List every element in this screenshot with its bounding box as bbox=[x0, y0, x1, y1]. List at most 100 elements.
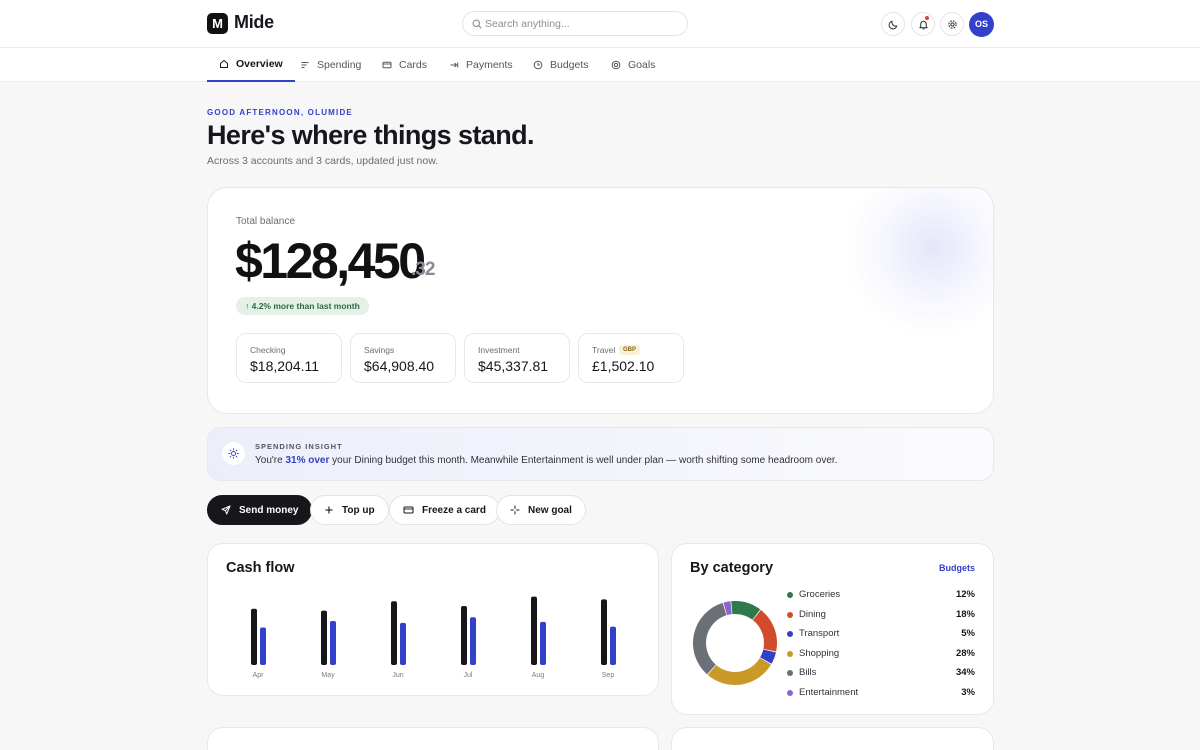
legend-percent: 18% bbox=[955, 608, 975, 620]
moon-icon bbox=[888, 20, 897, 29]
legend-label: Groceries bbox=[799, 589, 841, 600]
legend-label: Bills bbox=[799, 667, 817, 678]
bar-jul-series-2 bbox=[470, 617, 476, 665]
tab-goals[interactable]: Goals bbox=[599, 48, 667, 82]
bar-may-series-1 bbox=[321, 610, 327, 665]
total-balance-cents: .32 bbox=[411, 259, 435, 280]
account-tile-savings[interactable]: Savings $64,908.40 bbox=[350, 333, 456, 383]
search-input[interactable] bbox=[485, 15, 681, 33]
legend-item-dining[interactable]: Dining 18% bbox=[787, 607, 975, 627]
account-label: Savings bbox=[364, 345, 395, 355]
legend-item-shopping[interactable]: Shopping 28% bbox=[787, 646, 975, 666]
account-value: $45,337.81 bbox=[478, 358, 549, 374]
legend-label: Transport bbox=[799, 628, 840, 639]
plus-icon bbox=[325, 506, 333, 514]
tab-cards[interactable]: Cards bbox=[370, 48, 439, 82]
user-avatar[interactable]: OS bbox=[969, 12, 994, 37]
arrow-right-icon bbox=[450, 62, 459, 68]
bar-jul-series-1 bbox=[461, 605, 467, 665]
account-value: $64,908.40 bbox=[364, 358, 435, 374]
currency-badge: GBP bbox=[619, 345, 641, 355]
category-legend: Groceries 12% Dining 18% Transport 5% Shopping… bbox=[787, 587, 975, 704]
bar-aug-series-2 bbox=[540, 621, 546, 665]
legend-item-groceries[interactable]: Groceries 12% bbox=[787, 587, 975, 607]
x-tick-label: Jul bbox=[464, 672, 473, 679]
donut-slice-bills bbox=[693, 602, 727, 675]
tab-label: Goals bbox=[628, 59, 656, 71]
brand-name[interactable]: Mide bbox=[234, 12, 274, 32]
button-label: Send money bbox=[239, 504, 299, 516]
notification-dot bbox=[925, 16, 929, 20]
legend-swatch bbox=[787, 611, 793, 618]
donut-slice-dining bbox=[752, 609, 777, 652]
bar-aug-series-1 bbox=[531, 596, 537, 665]
list-icon bbox=[301, 62, 309, 68]
greeting-eyebrow: GOOD AFTERNOON, OLUMIDE bbox=[207, 108, 353, 117]
x-tick-label: May bbox=[321, 672, 335, 679]
sparkle-icon bbox=[510, 505, 520, 515]
category-panel: By category Budgets Groceries 12% Dining 18… bbox=[671, 543, 994, 715]
balance-change-badge: ↑ 4.2% more than last month bbox=[236, 297, 369, 315]
tab-label: Payments bbox=[466, 59, 513, 71]
button-label: New goal bbox=[528, 504, 572, 516]
tab-payments[interactable]: Payments bbox=[437, 48, 525, 82]
card-icon bbox=[403, 506, 414, 514]
account-value: $18,204.11 bbox=[250, 358, 320, 374]
button-label: Top up bbox=[342, 504, 375, 516]
insight-icon-wrap bbox=[222, 442, 245, 465]
tab-overview[interactable]: Overview bbox=[207, 48, 295, 82]
search-icon bbox=[472, 19, 482, 29]
main-nav-tabs: Overview Spending Cards Payments Budgets… bbox=[0, 48, 1200, 82]
insight-text-before: You're bbox=[255, 455, 286, 466]
x-tick-label: Sep bbox=[602, 672, 615, 679]
freeze-card-button[interactable]: Freeze a card bbox=[389, 495, 500, 525]
cash-flow-panel: Cash flow Apr May Jun Jul Aug Sep bbox=[207, 543, 659, 696]
tab-label: Cards bbox=[399, 59, 428, 71]
logo-mark[interactable]: M bbox=[207, 13, 228, 34]
account-label: Checking bbox=[250, 345, 286, 355]
legend-percent: 12% bbox=[955, 589, 975, 600]
budgets-link[interactable]: Budgets bbox=[939, 563, 975, 573]
notifications-button[interactable] bbox=[911, 12, 935, 36]
top-up-button[interactable]: Top up bbox=[310, 495, 389, 525]
cash-flow-chart: Apr May Jun Jul Aug Sep bbox=[251, 596, 616, 679]
account-tile-investment[interactable]: Investment $45,337.81 bbox=[464, 333, 570, 383]
legend-item-transport[interactable]: Transport 5% bbox=[787, 626, 975, 646]
bar-jun-series-1 bbox=[391, 601, 397, 665]
send-money-button[interactable]: Send money bbox=[207, 495, 313, 525]
donut-slice-entertainment bbox=[723, 601, 732, 616]
insight-highlight: 31% over bbox=[285, 455, 330, 466]
tab-label: Overview bbox=[236, 58, 283, 70]
legend-swatch bbox=[787, 689, 793, 696]
tab-spending[interactable]: Spending bbox=[288, 48, 373, 82]
bar-apr-series-1 bbox=[251, 608, 257, 665]
account-tile-travel[interactable]: Travel GBP £1,502.10 bbox=[578, 333, 684, 383]
legend-swatch bbox=[787, 670, 793, 676]
category-donut-chart bbox=[693, 601, 777, 685]
tab-budgets[interactable]: Budgets bbox=[521, 48, 601, 82]
legend-item-bills[interactable]: Bills 34% bbox=[787, 665, 975, 685]
account-label: Travel bbox=[592, 345, 616, 355]
legend-percent: 28% bbox=[955, 647, 975, 659]
legend-label: Entertainment bbox=[799, 686, 859, 698]
tab-label: Budgets bbox=[550, 59, 589, 71]
theme-toggle-button[interactable] bbox=[881, 12, 905, 36]
home-icon bbox=[220, 60, 228, 68]
account-tile-checking[interactable]: Checking $18,204.11 bbox=[236, 333, 342, 383]
donut-slice-groceries bbox=[731, 601, 761, 620]
bar-sep-series-1 bbox=[601, 599, 607, 665]
account-value: £1,502.10 bbox=[592, 358, 655, 374]
bar-may-series-2 bbox=[330, 620, 336, 665]
account-label: Investment bbox=[478, 345, 520, 355]
settings-button[interactable] bbox=[940, 12, 964, 36]
bar-jun-series-2 bbox=[400, 622, 406, 665]
new-goal-button[interactable]: New goal bbox=[496, 495, 586, 525]
target-icon bbox=[611, 60, 621, 70]
bar-sep-series-2 bbox=[610, 626, 616, 665]
x-tick-label: Jun bbox=[392, 672, 403, 679]
legend-item-entertainment[interactable]: Entertainment 3% bbox=[787, 685, 975, 705]
page-title: Here's where things stand. bbox=[207, 120, 535, 150]
search-box[interactable] bbox=[462, 11, 688, 36]
insight-text: You're 31% over your Dining budget this … bbox=[255, 455, 837, 466]
legend-swatch bbox=[787, 650, 793, 657]
